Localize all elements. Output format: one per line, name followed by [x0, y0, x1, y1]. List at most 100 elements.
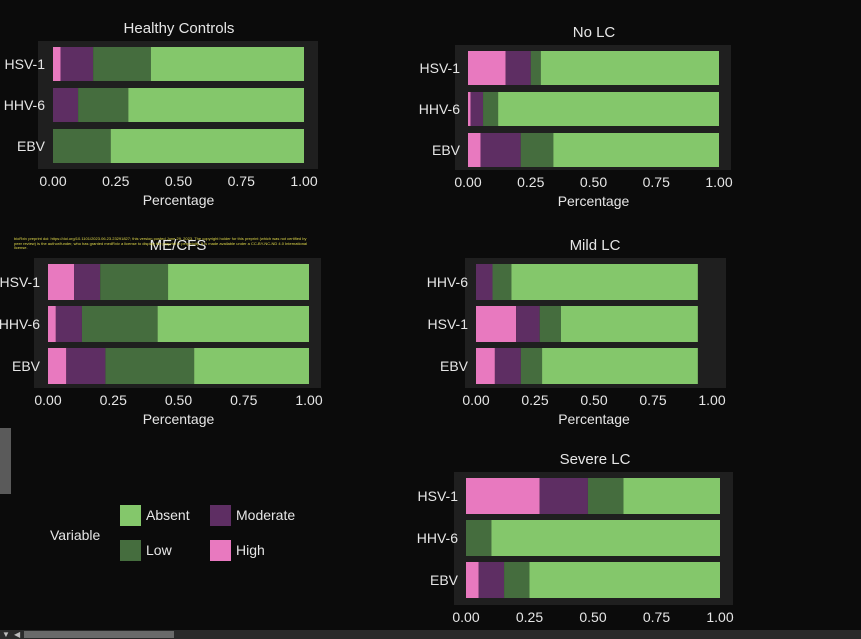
- bar-row-ebv: [476, 348, 698, 384]
- bar-segment-ebv-moderate: [480, 133, 521, 167]
- bar-segment-hhv-6-absent: [157, 306, 309, 342]
- bar-segment-hsv-1-absent: [623, 478, 720, 514]
- bar-segment-hhv-6-low: [78, 88, 129, 122]
- bar-segment-ebv-low: [53, 129, 111, 163]
- legend-swatch-absent: [120, 505, 141, 526]
- panel-me-cfs: ME/CFS HSV-1 HHV-6 EBV 0.00 0.25 0.50 0.75 1.00 P…: [0, 237, 323, 427]
- x-tick-label: 0.00: [34, 392, 61, 408]
- bar-segment-hhv-6-absent: [491, 520, 720, 556]
- bar-segment-ebv-absent: [529, 562, 720, 598]
- legend-swatch-moderate: [210, 505, 231, 526]
- x-tick-label: 1.00: [706, 609, 733, 625]
- bar-row-hhv-6: [468, 92, 719, 126]
- bar-row-hsv-1: [48, 264, 309, 300]
- bar-segment-hsv-1-low: [530, 51, 541, 85]
- bar-row-ebv: [53, 129, 304, 163]
- legend-swatch-low: [120, 540, 141, 561]
- category-label: HSV-1: [0, 274, 40, 290]
- bar-row-hhv-6: [53, 88, 304, 122]
- category-label: HSV-1: [420, 60, 461, 76]
- x-axis-label: Percentage: [558, 193, 630, 209]
- x-tick-label: 0.25: [100, 392, 127, 408]
- category-label: EBV: [12, 358, 41, 374]
- bar-row-hhv-6: [48, 306, 309, 342]
- panel-healthy-controls: Healthy Controls HSV-1 HHV-6 EBV 0.00 0.25 0.5…: [4, 20, 318, 208]
- bar-segment-hhv-6-high: [468, 92, 471, 126]
- bar-segment-hhv-6-moderate: [476, 264, 493, 300]
- x-tick-label: 0.75: [643, 609, 670, 625]
- category-label: HHV-6: [427, 274, 468, 290]
- legend-label-moderate: Moderate: [236, 507, 295, 523]
- panel-severe-lc: Severe LC HSV-1 HHV-6 EBV 0.00 0.25 0.50 0.75 1.…: [417, 451, 734, 625]
- bar-segment-hsv-1-high: [53, 47, 61, 81]
- x-tick-label: 0.75: [639, 392, 666, 408]
- category-label: EBV: [17, 138, 46, 154]
- bar-segment-hsv-1-absent: [560, 306, 698, 342]
- bar-segment-ebv-high: [466, 562, 479, 598]
- category-label: EBV: [430, 572, 459, 588]
- bar-segment-hsv-1-absent: [150, 47, 304, 81]
- bar-segment-ebv-high: [48, 348, 67, 384]
- vertical-scrollbar-thumb[interactable]: [0, 428, 11, 494]
- legend-label-high: High: [236, 542, 265, 558]
- bar-segment-hsv-1-low: [93, 47, 151, 81]
- panel-title: Mild LC: [570, 237, 621, 254]
- bar-row-ebv: [48, 348, 309, 384]
- scroll-left-arrow-icon[interactable]: ◀: [14, 630, 21, 639]
- bar-segment-hsv-1-high: [476, 306, 517, 342]
- bar-segment-ebv-absent: [542, 348, 698, 384]
- bar-segment-hsv-1-absent: [540, 51, 719, 85]
- bar-row-ebv: [466, 562, 720, 598]
- scroll-down-arrow-icon[interactable]: ▼: [2, 630, 10, 639]
- x-tick-label: 0.50: [165, 392, 192, 408]
- panel-title: Healthy Controls: [124, 20, 235, 37]
- bar-row-hhv-6: [466, 520, 720, 556]
- x-tick-label: 0.25: [102, 173, 129, 189]
- x-tick-label: 0.25: [521, 392, 548, 408]
- bar-segment-hsv-1-high: [468, 51, 506, 85]
- bar-segment-hhv-6-low: [81, 306, 158, 342]
- panel-mild-lc: Mild LC HHV-6 HSV-1 EBV 0.00 0.25 0.50 0.75 1.00…: [427, 237, 726, 427]
- x-tick-label: 0.00: [452, 609, 479, 625]
- bar-segment-hhv-6-absent: [498, 92, 719, 126]
- bar-segment-ebv-absent: [194, 348, 309, 384]
- bar-segment-ebv-high: [476, 348, 495, 384]
- category-label: EBV: [440, 358, 469, 374]
- bar-segment-ebv-absent: [553, 133, 719, 167]
- bar-segment-ebv-low: [520, 348, 543, 384]
- legend-swatch-high: [210, 540, 231, 561]
- x-tick-label: 1.00: [295, 392, 322, 408]
- x-axis-label: Percentage: [558, 411, 630, 427]
- x-tick-label: 0.50: [579, 609, 606, 625]
- bar-segment-hhv-6-high: [48, 306, 56, 342]
- x-tick-label: 0.50: [165, 173, 192, 189]
- bar-segment-ebv-low: [520, 133, 554, 167]
- bar-segment-hsv-1-moderate: [60, 47, 94, 81]
- category-label: HHV-6: [417, 530, 458, 546]
- x-tick-label: 0.50: [580, 174, 607, 190]
- bar-row-hsv-1: [468, 51, 719, 85]
- horizontal-scrollbar-thumb[interactable]: [24, 631, 174, 638]
- bar-segment-hhv-6-absent: [128, 88, 304, 122]
- preprint-notice: bioRxiv preprint doi: https://doi.org/10…: [14, 237, 308, 251]
- legend: Variable Absent Moderate Low High: [50, 505, 295, 561]
- bar-segment-hsv-1-moderate: [74, 264, 101, 300]
- legend-label-low: Low: [146, 542, 173, 558]
- bar-row-ebv: [468, 133, 719, 167]
- bar-row-hsv-1: [466, 478, 720, 514]
- bar-segment-hhv-6-low: [483, 92, 499, 126]
- horizontal-scrollbar-track[interactable]: [0, 630, 861, 639]
- x-axis-label: Percentage: [143, 192, 215, 208]
- bar-segment-hhv-6-low: [466, 520, 492, 556]
- category-label: HHV-6: [419, 101, 460, 117]
- x-tick-label: 0.75: [230, 392, 257, 408]
- bar-segment-ebv-low: [504, 562, 530, 598]
- bar-segment-hhv-6-low: [492, 264, 512, 300]
- category-label: HSV-1: [428, 316, 469, 332]
- panel-no-lc: No LC HSV-1 HHV-6 EBV 0.00 0.25 0.50 0.75 1.00 Pe…: [419, 24, 733, 209]
- bar-segment-hsv-1-moderate: [505, 51, 531, 85]
- bar-segment-hsv-1-low: [587, 478, 624, 514]
- bar-segment-hsv-1-moderate: [516, 306, 540, 342]
- category-label: EBV: [432, 142, 461, 158]
